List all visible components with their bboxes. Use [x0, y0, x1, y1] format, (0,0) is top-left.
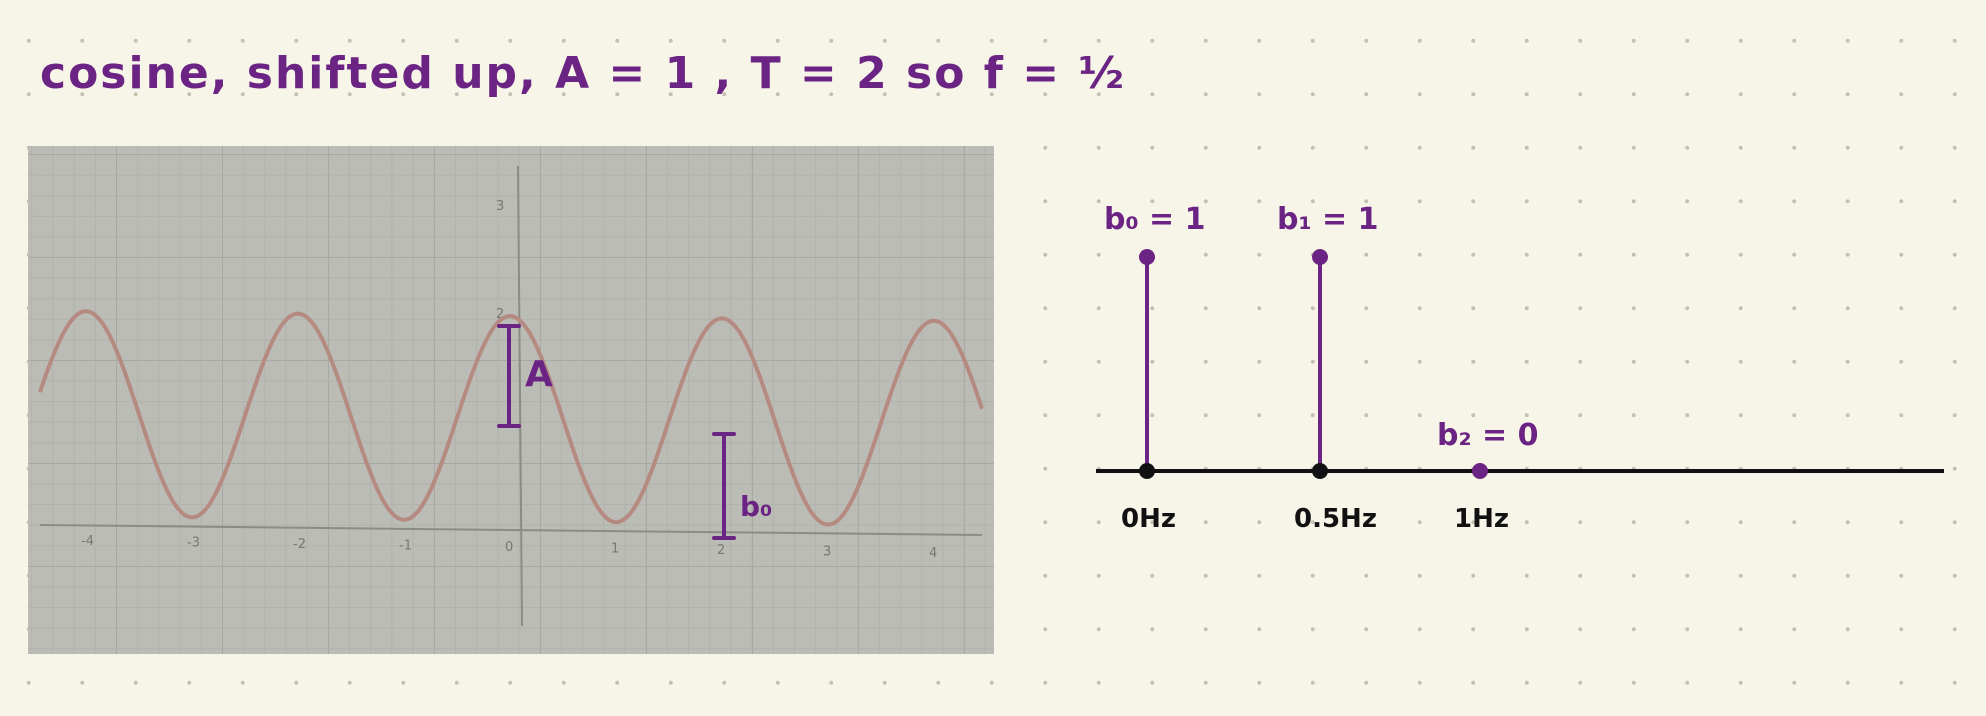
offset-label: b₀: [740, 490, 772, 523]
x-tick-label: -1: [399, 539, 412, 554]
stem-base-dot: [1139, 463, 1155, 479]
photo-x-axis: [39, 524, 983, 536]
x-tick-label: -3: [187, 536, 200, 551]
coefficient-label: b₁ = 1: [1277, 202, 1379, 237]
photo-y-axis: [517, 165, 523, 627]
graph-photo: -4 -3 -2 -1 0 1 2 3 4 3 2 A b₀: [28, 146, 994, 654]
amplitude-label: A: [525, 354, 553, 395]
y-tick-label: 3: [496, 199, 504, 214]
amplitude-bracket: [497, 324, 521, 428]
x-tick-label: -2: [293, 537, 306, 552]
coefficient-label: b₀ = 1: [1104, 202, 1206, 237]
frequency-label: 0.5Hz: [1294, 504, 1377, 534]
coefficient-label: b₂ = 0: [1437, 418, 1539, 453]
stem-base-dot: [1472, 463, 1488, 479]
cosine-curve: [38, 309, 984, 527]
stem-tip: [1139, 249, 1155, 265]
x-tick-label: 3: [823, 545, 831, 560]
spectrum-stems: b₀ = 1 0Hz b₁ = 1 0.5Hz b₂ = 0 1Hz: [1104, 202, 1539, 534]
photo-axes: [39, 165, 983, 627]
x-tick-label: 1: [611, 542, 619, 557]
x-tick-label: 4: [929, 546, 937, 561]
graph-photo-svg: -4 -3 -2 -1 0 1 2 3 4 3 2 A b₀: [38, 165, 984, 627]
x-tick-label: 2: [717, 543, 725, 558]
x-tick-label: 0: [505, 540, 513, 555]
offset-bracket: [712, 432, 736, 540]
photo-ticks: -4 -3 -2 -1 0 1 2 3 4 3 2: [81, 199, 937, 561]
frequency-label: 1Hz: [1454, 504, 1509, 534]
y-tick-label: 2: [496, 307, 504, 322]
stem-tip: [1312, 249, 1328, 265]
stem-base-dot: [1312, 463, 1328, 479]
frequency-label: 0Hz: [1121, 504, 1176, 534]
x-tick-label: -4: [81, 534, 94, 549]
title-note: cosine, shifted up, A = 1 , T = 2 so f =…: [40, 48, 1126, 99]
